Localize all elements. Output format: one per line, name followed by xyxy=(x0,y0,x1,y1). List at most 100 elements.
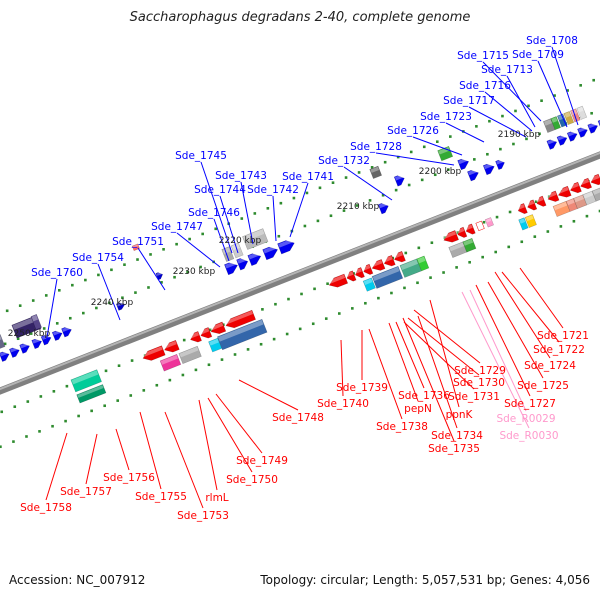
plus-gene-feature xyxy=(495,159,505,171)
gene-leader-line xyxy=(537,60,568,128)
plus-gene-feature xyxy=(51,329,63,342)
gene-label: Sde_1728 xyxy=(350,141,402,153)
minus-gene-feature xyxy=(345,270,357,282)
gene-leader-line xyxy=(207,397,253,473)
minus-gene-feature xyxy=(328,273,349,288)
minus-gene-feature xyxy=(416,255,430,272)
minus-gene-feature xyxy=(159,353,182,372)
gene-leader-line xyxy=(429,299,460,408)
gene-label: Sde_1723 xyxy=(420,111,472,123)
gene-leader-line xyxy=(176,232,221,268)
gene-label: Sde_1736 xyxy=(398,390,450,402)
gene-leader-line xyxy=(368,328,403,420)
minus-gene-feature xyxy=(217,318,268,351)
plus-gene-feature xyxy=(369,165,383,179)
minus-gene-feature xyxy=(399,258,422,278)
gene-label: Sde_R0029 xyxy=(496,413,555,425)
gene-label: Sde_1734 xyxy=(431,430,483,442)
gene-leader-line xyxy=(137,247,166,291)
plus-gene-feature xyxy=(155,271,164,281)
kbp-tick-label: 2190 kbp xyxy=(498,130,541,140)
plus-gene-feature xyxy=(577,126,588,138)
minus-gene-feature xyxy=(546,190,560,202)
gene-label: Sde_1724 xyxy=(524,360,576,372)
plus-gene-feature xyxy=(247,251,262,267)
gene-label: Sde_1740 xyxy=(317,398,369,410)
minus-gene-feature xyxy=(456,226,468,238)
gene-label: Sde_1726 xyxy=(387,125,439,137)
minus-gene-feature xyxy=(141,345,166,361)
minus-gene-feature xyxy=(518,217,529,231)
genome-title: Saccharophagus degradans 2-40, complete … xyxy=(129,10,471,25)
plus-gene-feature xyxy=(0,350,10,362)
minus-gene-feature xyxy=(569,181,582,194)
gene-leader-line xyxy=(482,61,542,122)
gene-leader-line xyxy=(375,152,455,166)
minus-gene-feature xyxy=(462,237,477,253)
minus-gene-feature xyxy=(484,217,494,228)
minus-gene-feature xyxy=(552,200,571,217)
minus-gene-feature xyxy=(189,331,202,343)
plus-gene-feature xyxy=(115,301,126,311)
gene-leader-line xyxy=(215,393,263,454)
gene-label: Sde_1760 xyxy=(31,267,83,279)
minus-gene-feature xyxy=(517,202,528,215)
gene-label: Sde_1709 xyxy=(512,49,564,61)
plus-gene-feature xyxy=(556,134,568,146)
gene-label: Sde_1731 xyxy=(448,391,500,403)
gene-label: Sde_1754 xyxy=(72,252,124,264)
minus-gene-feature xyxy=(524,214,537,228)
gene-leader-line xyxy=(484,91,533,132)
gene-label: Sde_1742 xyxy=(247,184,299,196)
plus-gene-feature xyxy=(236,256,249,271)
kbp-tick-label: 2230 kbp xyxy=(173,267,216,277)
gene-label: Sde_1722 xyxy=(533,344,585,356)
gene-leader-line xyxy=(487,281,544,379)
plus-gene-feature xyxy=(0,334,6,351)
gene-label: Sde_R0030 xyxy=(499,430,558,442)
plus-gene-feature xyxy=(31,337,43,350)
kbp-tick-label: 2220 kbp xyxy=(219,236,262,246)
gene-label: Sde_1741 xyxy=(282,171,334,183)
plus-gene-feature xyxy=(61,326,72,338)
minus-gene-feature xyxy=(475,220,485,232)
gene-label: Sde_1751 xyxy=(112,236,164,248)
gene-leader-line xyxy=(198,399,218,491)
gene-label: Sde_1708 xyxy=(526,35,578,47)
gene-label: pepN xyxy=(404,403,432,415)
gene-leader-line xyxy=(403,321,475,390)
gene-label: Sde_1753 xyxy=(177,510,229,522)
gene-label: Sde_1739 xyxy=(336,382,388,394)
plus-gene-feature xyxy=(566,130,578,142)
gene-label: Sde_1746 xyxy=(188,207,240,219)
gene-label: Sde_1717 xyxy=(443,95,495,107)
gene-label: Sde_1744 xyxy=(194,184,246,196)
gene-label: Sde_1725 xyxy=(517,380,569,392)
minus-gene-feature xyxy=(448,241,468,258)
plus-gene-feature xyxy=(19,342,30,354)
gene-leader-line xyxy=(402,317,455,442)
minus-gene-feature xyxy=(464,223,476,235)
gene-leader-line xyxy=(139,411,162,490)
minus-gene-feature xyxy=(442,230,459,243)
gene-label: rlmL xyxy=(205,492,228,504)
kbp-tick-label: 2240 kbp xyxy=(91,298,134,308)
minus-gene-feature xyxy=(76,384,107,404)
minus-gene-feature xyxy=(354,267,365,279)
gene-leader-line xyxy=(219,195,239,254)
minus-gene-feature xyxy=(362,277,376,292)
minus-gene-feature xyxy=(370,259,386,271)
gene-leader-line xyxy=(469,289,527,412)
gene-leader-line xyxy=(506,75,536,128)
gene-leader-line xyxy=(238,379,299,411)
minus-gene-feature xyxy=(163,339,180,353)
plus-gene-feature xyxy=(576,105,588,120)
gene-label: Sde_1729 xyxy=(454,365,506,377)
gene-leader-line xyxy=(519,267,564,329)
plus-gene-feature xyxy=(30,313,42,330)
gene-leader-line xyxy=(343,166,393,201)
plus-gene-feature xyxy=(9,346,20,358)
plus-gene-feature xyxy=(550,116,562,131)
plus-gene-feature xyxy=(457,157,470,171)
